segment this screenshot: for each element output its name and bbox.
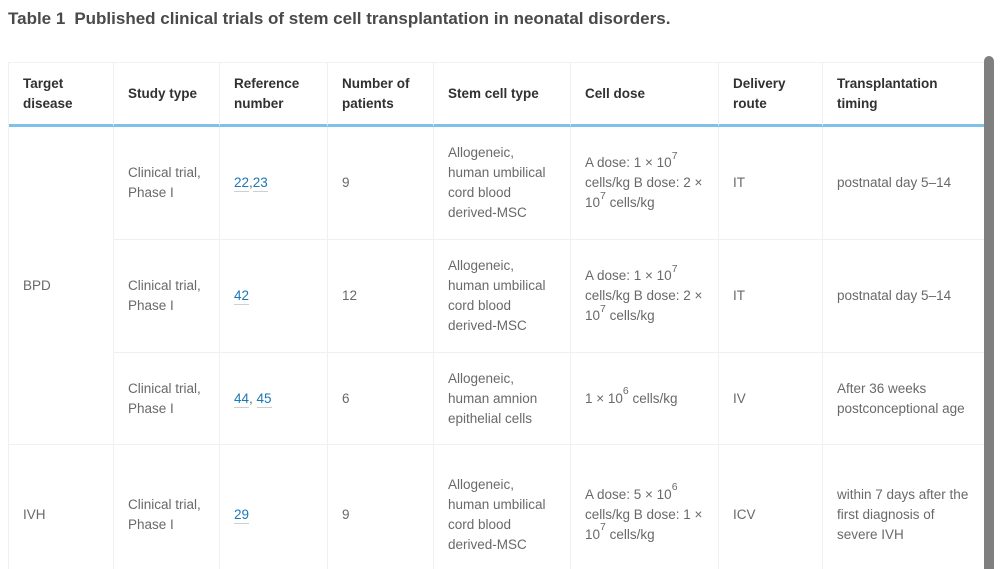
table-caption-label: Table 1 xyxy=(8,9,66,28)
cell-transplantation-timing: within 7 days after the first diagnosis … xyxy=(823,445,986,569)
superscript-exponent: 7 xyxy=(671,262,678,275)
table-row: BPD Clinical trial, Phase I 22,23 9 Allo… xyxy=(9,127,986,445)
table-scroll-area: Target disease Study type Reference numb… xyxy=(8,62,986,569)
cell-target-disease-bpd: BPD xyxy=(9,127,114,445)
vertical-scrollbar-thumb[interactable] xyxy=(984,56,994,569)
cell-cell-dose: A dose: 1 × 107 cells/kg B dose: 2 × 107… xyxy=(571,240,719,353)
cell-delivery-route: IT xyxy=(719,127,823,240)
cell-cell-dose: A dose: 5 × 106 cells/kg B dose: 1 × 107… xyxy=(571,445,719,569)
cell-stem-cell-type: Allogeneic, human umbilical cord blood d… xyxy=(434,240,571,353)
cell-reference-number: 42 xyxy=(220,240,328,353)
cell-reference-number: 44, 45 xyxy=(220,353,328,445)
cell-study-type: Clinical trial, Phase I xyxy=(114,127,220,240)
column-header-target-disease: Target disease xyxy=(9,63,114,127)
superscript-exponent: 7 xyxy=(671,149,678,162)
superscript-exponent: 7 xyxy=(600,189,606,202)
cell-target-disease-ivh: IVH xyxy=(9,445,114,569)
reference-link[interactable]: 23 xyxy=(252,175,268,192)
cell-study-type: Clinical trial, Phase I xyxy=(114,353,220,445)
column-header-study-type: Study type xyxy=(114,63,220,127)
superscript-exponent: 6 xyxy=(622,385,629,397)
column-header-number-of-patients: Number of patients xyxy=(328,63,434,127)
cell-delivery-route: IT xyxy=(719,240,823,353)
table-row: IVH Clinical trial, Phase I 29 9 Allogen… xyxy=(9,445,986,569)
reference-link[interactable]: 29 xyxy=(234,506,250,524)
cell-number-of-patients: 9 xyxy=(328,127,434,240)
table-row: Clinical trial, Phase I 44, 45 6 Allogen… xyxy=(9,353,986,445)
cell-transplantation-timing: postnatal day 5–14 xyxy=(823,240,986,353)
cell-number-of-patients: 6 xyxy=(328,353,434,445)
cell-cell-dose: 1 × 106 cells/kg xyxy=(571,353,719,445)
cell-study-type: Clinical trial, Phase I xyxy=(114,240,220,353)
column-header-cell-dose: Cell dose xyxy=(571,63,719,127)
cell-stem-cell-type: Allogeneic, human umbilical cord blood d… xyxy=(434,127,571,240)
reference-link[interactable]: 42 xyxy=(234,288,250,305)
cell-transplantation-timing: postnatal day 5–14 xyxy=(823,127,986,240)
cell-number-of-patients: 9 xyxy=(328,445,434,569)
column-header-transplantation-timing: Transplantation timing xyxy=(823,63,986,127)
superscript-exponent: 7 xyxy=(600,521,606,533)
cell-delivery-route: IV xyxy=(719,353,823,445)
reference-link[interactable]: 44 xyxy=(234,390,250,408)
cell-cell-dose: A dose: 1 × 107 cells/kg B dose: 2 × 107… xyxy=(571,127,719,240)
cell-stem-cell-type: Allogeneic, human amnion epithelial cell… xyxy=(434,353,571,445)
column-header-delivery-route: Delivery route xyxy=(719,63,823,127)
cell-reference-number: 29 xyxy=(220,445,328,569)
cell-transplantation-timing: After 36 weeks postconceptional age xyxy=(823,353,986,445)
cell-delivery-route: ICV xyxy=(719,445,823,569)
cell-reference-number: 22,23 xyxy=(220,127,328,240)
table-row: Clinical trial, Phase I 42 12 Allogeneic… xyxy=(9,240,986,353)
reference-link[interactable]: 45 xyxy=(256,390,272,408)
reference-link[interactable]: 22 xyxy=(234,175,250,192)
column-header-stem-cell-type: Stem cell type xyxy=(434,63,571,127)
column-header-reference-number: Reference number xyxy=(220,63,328,127)
clinical-trials-table: Target disease Study type Reference numb… xyxy=(8,62,986,569)
header-row: Target disease Study type Reference numb… xyxy=(9,63,986,127)
cell-study-type: Clinical trial, Phase I xyxy=(114,445,220,569)
superscript-exponent: 7 xyxy=(600,302,606,315)
table-caption: Table 1 Published clinical trials of stem… xyxy=(8,9,670,29)
cell-stem-cell-type: Allogeneic, human umbilical cord blood d… xyxy=(434,445,571,569)
table-caption-text: Published clinical trials of stem cell t… xyxy=(74,9,671,28)
cell-number-of-patients: 12 xyxy=(328,240,434,353)
superscript-exponent: 6 xyxy=(671,481,678,493)
